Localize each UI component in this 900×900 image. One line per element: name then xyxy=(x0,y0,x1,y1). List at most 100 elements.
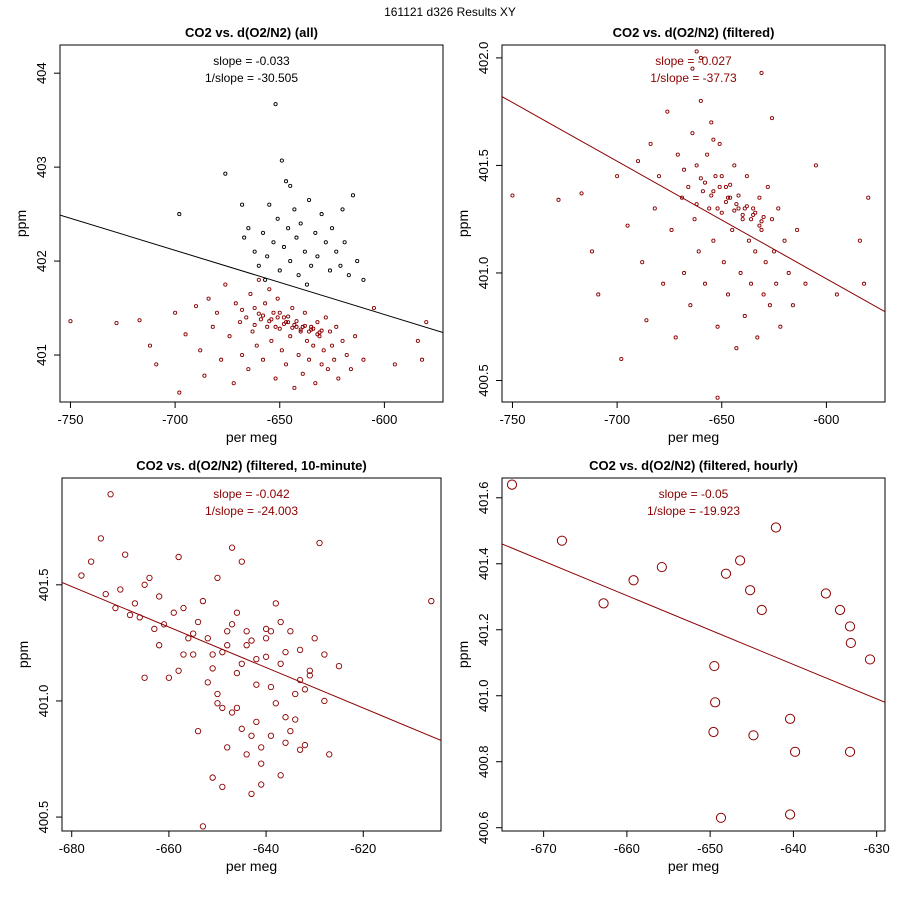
data-point xyxy=(210,324,215,329)
data-point xyxy=(228,544,236,551)
page-title: 161121 d326 Results XY xyxy=(384,5,516,19)
data-point xyxy=(361,357,366,362)
data-point xyxy=(183,332,188,337)
data-point xyxy=(686,184,691,189)
data-point xyxy=(325,367,330,372)
data-point xyxy=(556,197,561,202)
data-point xyxy=(688,303,693,308)
data-point xyxy=(173,310,178,315)
data-point xyxy=(715,812,727,823)
data-point xyxy=(283,320,289,325)
data-point xyxy=(728,182,733,187)
data-point xyxy=(288,183,293,188)
data-point xyxy=(625,223,630,228)
data-point xyxy=(248,732,255,739)
plot-data xyxy=(502,49,885,400)
data-point xyxy=(734,346,739,351)
data-point xyxy=(708,726,719,738)
data-point xyxy=(227,334,232,339)
data-point xyxy=(283,179,289,184)
data-point xyxy=(228,621,236,628)
data-point xyxy=(287,727,294,735)
data-point xyxy=(254,343,259,348)
data-point xyxy=(845,637,856,649)
data-point xyxy=(281,315,286,320)
data-point xyxy=(723,199,728,205)
data-point xyxy=(102,590,109,598)
data-point xyxy=(175,667,182,674)
inverse-slope-text: 1/slope = -19.923 xyxy=(647,504,740,518)
data-point xyxy=(258,317,263,322)
data-point xyxy=(287,628,294,635)
data-point xyxy=(290,325,295,330)
data-point xyxy=(238,660,245,667)
data-point xyxy=(311,343,316,348)
y-tick-label: 401.5 xyxy=(36,569,51,602)
data-point xyxy=(579,191,584,196)
data-point xyxy=(795,227,800,233)
data-point xyxy=(180,651,187,658)
data-point xyxy=(746,238,752,243)
data-point xyxy=(243,642,250,649)
series-10-minute-means xyxy=(78,491,435,830)
series-excluded xyxy=(177,102,366,287)
x-tick-label: -650 xyxy=(697,841,723,856)
data-point xyxy=(661,281,666,286)
data-point xyxy=(223,282,228,287)
chart-panel-1: CO2 vs. d(O2/N2) (all) -750 -700 -650 -600 40… xyxy=(13,25,444,445)
data-point xyxy=(648,141,653,146)
data-point xyxy=(348,367,353,372)
data-point xyxy=(214,310,220,315)
data-point xyxy=(715,395,720,400)
data-point xyxy=(252,322,257,328)
data-point xyxy=(757,195,762,200)
data-point xyxy=(294,319,299,324)
data-point xyxy=(198,348,203,353)
data-point xyxy=(738,270,743,276)
data-point xyxy=(273,102,278,107)
y-tick-label: 403 xyxy=(34,156,49,178)
data-point xyxy=(175,553,182,561)
series-hourly-means xyxy=(506,479,876,823)
data-point xyxy=(177,212,182,217)
data-point xyxy=(327,268,333,273)
data-point xyxy=(757,223,762,228)
data-point xyxy=(506,479,518,490)
data-point xyxy=(199,597,207,605)
data-point xyxy=(286,320,291,325)
data-point xyxy=(242,235,247,240)
fit-line xyxy=(62,582,441,741)
data-point xyxy=(301,741,309,749)
data-point xyxy=(813,163,818,168)
data-point xyxy=(219,357,224,362)
data-point xyxy=(782,238,787,243)
y-tick-label: 401.0 xyxy=(476,257,491,290)
data-point xyxy=(117,586,124,593)
data-point xyxy=(258,781,265,788)
data-point xyxy=(243,751,250,758)
data-point xyxy=(315,254,320,259)
data-point xyxy=(307,197,312,203)
x-axis-label: per meg xyxy=(226,429,277,445)
data-point xyxy=(214,700,221,707)
data-point xyxy=(177,390,182,395)
data-point xyxy=(679,195,685,200)
x-axis-label: per meg xyxy=(668,429,719,445)
data-point xyxy=(300,371,305,376)
data-point xyxy=(756,604,767,616)
data-point xyxy=(770,522,782,533)
data-point xyxy=(665,109,670,114)
y-axis-label: ppm xyxy=(13,210,29,237)
data-point xyxy=(692,217,697,222)
data-point xyxy=(734,202,739,207)
data-point xyxy=(635,159,641,164)
data-point xyxy=(317,330,322,335)
data-point xyxy=(857,238,862,243)
data-point xyxy=(250,329,255,334)
data-point xyxy=(262,635,270,642)
data-point xyxy=(306,667,313,674)
data-point xyxy=(214,574,221,582)
data-point xyxy=(263,301,268,306)
data-point xyxy=(774,281,779,286)
